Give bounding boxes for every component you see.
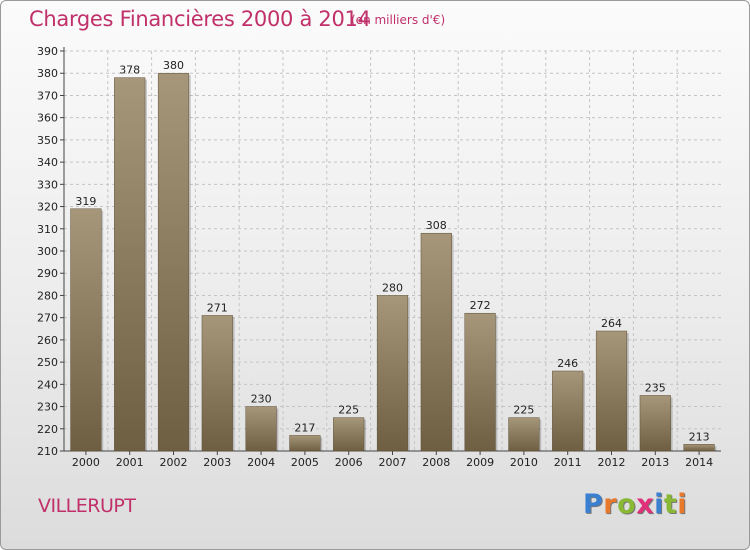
y-tick-label: 210	[37, 445, 58, 458]
logo-letter: r	[603, 489, 618, 520]
x-tick-label: 2003	[203, 456, 231, 469]
y-tick-label: 340	[37, 156, 58, 169]
bar[interactable]	[114, 77, 146, 452]
y-tick-label: 230	[37, 401, 58, 414]
x-tick-label: 2011	[554, 456, 582, 469]
bar[interactable]	[157, 72, 190, 452]
y-tick-label: 280	[37, 289, 58, 302]
x-tick-label: 2007	[379, 456, 407, 469]
x-tick-label: 2012	[598, 456, 626, 469]
bar-value-label: 225	[513, 404, 534, 417]
y-tick-label: 390	[37, 45, 58, 58]
bar[interactable]	[508, 417, 540, 452]
bar-value-label: 308	[426, 219, 447, 232]
y-tick-label: 300	[37, 245, 58, 258]
bar-value-label: 271	[207, 301, 228, 314]
logo-letter: i	[654, 489, 664, 520]
bar-value-label: 230	[251, 393, 272, 406]
y-tick-label: 270	[37, 312, 58, 325]
x-tick-label: 2005	[291, 456, 319, 469]
bar[interactable]	[683, 444, 715, 452]
bar-value-label: 246	[557, 357, 578, 370]
bar[interactable]	[70, 208, 102, 452]
logo-letter: P	[583, 489, 604, 520]
chart-title: Charges Financières 2000 à 2014	[29, 7, 371, 31]
bar-value-label: 213	[689, 430, 710, 443]
chart-subtitle: (en milliers d'€)	[351, 13, 446, 27]
bar-value-label: 264	[601, 317, 622, 330]
logo-letter: x	[636, 489, 655, 520]
x-tick-label: 2014	[685, 456, 713, 469]
x-tick-label: 2013	[641, 456, 669, 469]
bar[interactable]	[376, 295, 409, 452]
x-tick-label: 2009	[466, 456, 494, 469]
y-tick-label: 320	[37, 201, 58, 214]
bar[interactable]	[552, 370, 584, 452]
y-tick-label: 250	[37, 356, 58, 369]
x-tick-label: 2008	[422, 456, 450, 469]
y-tick-label: 330	[37, 178, 58, 191]
bar[interactable]	[289, 435, 321, 452]
y-tick-label: 240	[37, 378, 58, 391]
x-tick-label: 2002	[160, 456, 188, 469]
y-tick-label: 220	[37, 423, 58, 436]
bar-value-label: 235	[645, 381, 666, 394]
logo-letter: i	[677, 489, 688, 520]
bar[interactable]	[595, 330, 628, 452]
x-tick-label: 2001	[116, 456, 144, 469]
bar-value-label: 380	[163, 59, 184, 72]
proxiti-logo[interactable]: Proxiti	[583, 489, 687, 520]
bar[interactable]	[464, 312, 496, 452]
x-tick-label: 2000	[72, 456, 100, 469]
bar[interactable]	[333, 417, 365, 452]
bar-value-label: 319	[75, 195, 96, 208]
labels: 210 220 230 240 250 260 270 280 290 300 310 320 330 3…	[37, 45, 713, 469]
x-tick-label: 2010	[510, 456, 538, 469]
bars	[70, 72, 717, 452]
y-tick-label: 360	[37, 112, 58, 125]
y-tick-label: 380	[37, 67, 58, 80]
bar-value-label: 272	[470, 299, 491, 312]
x-tick-label: 2006	[335, 456, 363, 469]
bar[interactable]	[420, 232, 452, 452]
logo-letter: t	[663, 489, 678, 520]
y-tick-label: 310	[37, 223, 58, 236]
y-tick-label: 260	[37, 334, 58, 347]
logo-letter: o	[617, 489, 637, 520]
bar-value-label: 217	[294, 421, 315, 434]
y-tick-label: 290	[37, 267, 58, 280]
bar[interactable]	[201, 315, 233, 452]
town-name: VILLERUPT	[38, 495, 136, 517]
bar-value-label: 225	[338, 404, 359, 417]
bar-value-label: 378	[119, 64, 140, 77]
bar[interactable]	[245, 406, 277, 452]
x-tick-label: 2004	[247, 456, 275, 469]
bar[interactable]	[639, 395, 671, 452]
y-tick-label: 370	[37, 89, 58, 102]
y-tick-label: 350	[37, 134, 58, 147]
bar-value-label: 280	[382, 281, 403, 294]
